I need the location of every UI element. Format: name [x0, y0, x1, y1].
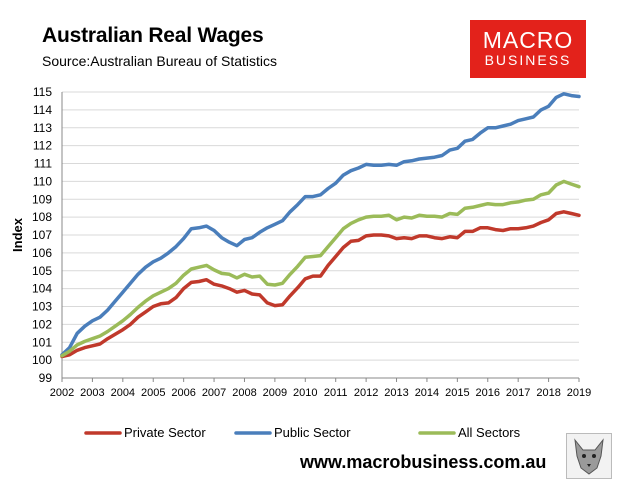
- wolf-mascot-icon: [566, 433, 612, 479]
- x-tick-label: 2010: [293, 387, 317, 399]
- x-tick-label: 2002: [50, 387, 74, 399]
- x-tick-label: 2008: [232, 387, 256, 399]
- x-tick-label: 2003: [80, 387, 104, 399]
- y-tick-label: 105: [32, 264, 52, 278]
- series-line-all-sectors: [60, 179, 581, 358]
- x-tick-label: 2007: [202, 387, 226, 399]
- y-tick-label: 102: [32, 317, 52, 331]
- y-axis-label: Index: [10, 217, 25, 252]
- logo-line-2: BUSINESS: [484, 52, 572, 68]
- y-tick-label: 111: [34, 157, 53, 171]
- y-tick-label: 109: [32, 192, 52, 206]
- chart-title: Australian Real Wages: [42, 24, 264, 47]
- y-tick-label: 110: [33, 174, 52, 188]
- series-line-public-sector: [60, 92, 581, 357]
- x-tick-label: 2006: [171, 387, 195, 399]
- website-url: www.macrobusiness.com.au: [300, 452, 547, 472]
- y-tick-label: 115: [33, 85, 52, 99]
- y-tick-label: 103: [32, 300, 52, 314]
- macrobusiness-logo: MACRO BUSINESS: [470, 20, 586, 78]
- x-tick-label: 2014: [415, 387, 439, 399]
- x-tick-label: 2004: [111, 387, 135, 399]
- logo-line-1: MACRO: [482, 27, 574, 53]
- x-tick-label: 2016: [476, 387, 500, 399]
- legend-label-all-sectors: All Sectors: [458, 425, 521, 440]
- y-tick-label: 113: [33, 121, 52, 135]
- x-tick-label: 2005: [141, 387, 165, 399]
- legend-label-private-sector: Private Sector: [124, 425, 206, 440]
- x-tick-label: 2009: [263, 387, 287, 399]
- y-tick-label: 106: [32, 246, 52, 260]
- y-tick-label: 107: [32, 228, 52, 242]
- x-tick-label: 2012: [354, 387, 378, 399]
- x-tick-label: 2018: [536, 387, 560, 399]
- y-tick-label: 108: [32, 210, 52, 224]
- series-line-private-sector: [60, 210, 581, 359]
- y-tick-label: 112: [33, 139, 52, 153]
- x-tick-label: 2017: [506, 387, 530, 399]
- y-tick-label: 101: [32, 335, 52, 349]
- y-tick-label: 104: [32, 282, 52, 296]
- x-tick-label: 2015: [445, 387, 469, 399]
- y-tick-label: 114: [33, 103, 52, 117]
- y-tick-label: 100: [32, 353, 52, 367]
- x-tick-label: 2019: [567, 387, 591, 399]
- chart-source: Source:Australian Bureau of Statistics: [42, 53, 278, 69]
- x-tick-label: 2013: [384, 387, 408, 399]
- legend-label-public-sector: Public Sector: [274, 425, 351, 440]
- x-tick-label: 2011: [324, 387, 348, 399]
- y-tick-label: 99: [39, 371, 53, 385]
